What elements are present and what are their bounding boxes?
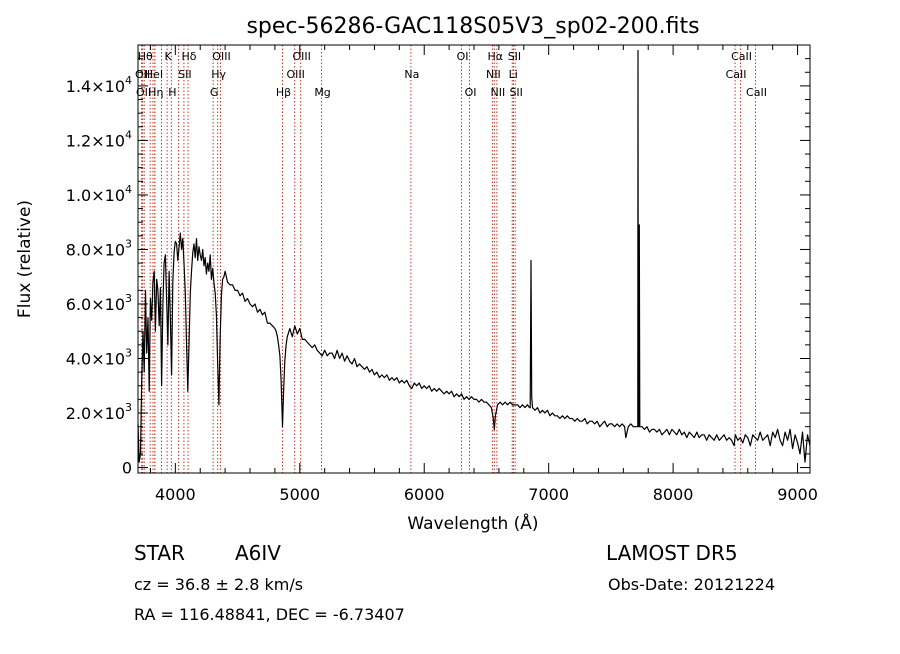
y-tick-label: 2.0×103 xyxy=(66,401,132,423)
x-tick-label: 7000 xyxy=(528,485,569,504)
y-axis-ticks: 0 2.0×103 4.0×103 6.0×103 8.0×103 1.0×104 1.2×… xyxy=(66,58,810,478)
ra-dec-coordinates: RA = 116.48841, DEC = -6.73407 xyxy=(134,605,405,624)
line-marker-label: OIII xyxy=(292,50,310,63)
line-marker-label: Li xyxy=(509,68,518,81)
x-tick-label: 5000 xyxy=(279,485,320,504)
line-marker-label: HeI xyxy=(145,68,163,81)
line-marker-label: H xyxy=(168,86,176,99)
chart-title: spec-56286-GAC118S05V3_sp02-200.fits xyxy=(246,14,699,39)
spectrum-line xyxy=(137,49,811,463)
line-marker-label: OII xyxy=(136,86,151,99)
y-tick-label: 4.0×103 xyxy=(66,347,132,369)
spectrum-series xyxy=(137,49,811,463)
line-marker-label: OI xyxy=(465,86,477,99)
line-marker-label: K xyxy=(165,50,173,63)
x-axis-label: Wavelength (Å) xyxy=(407,512,538,534)
line-marker-label: SII xyxy=(178,68,191,81)
line-marker-label: Hη xyxy=(148,86,163,99)
x-tick-label: 8000 xyxy=(653,485,694,504)
observation-date: Obs-Date: 20121224 xyxy=(608,575,775,594)
line-marker-label: Hγ xyxy=(211,68,226,81)
line-marker-label: OIII xyxy=(212,50,230,63)
x-axis-ticks: 4000 5000 6000 7000 8000 9000 xyxy=(149,45,818,504)
y-tick-label: 8.0×103 xyxy=(66,237,132,259)
object-subclass: A6IV xyxy=(235,541,281,565)
line-marker-label: OIII xyxy=(286,68,304,81)
line-marker-label: OII xyxy=(135,68,150,81)
x-tick-label: 4000 xyxy=(155,485,196,504)
y-tick-label: 1.0×104 xyxy=(66,183,132,205)
line-marker-label: NII xyxy=(491,86,506,99)
x-tick-label: 6000 xyxy=(404,485,445,504)
line-marker-label: CaII xyxy=(726,68,747,81)
plot-frame xyxy=(137,44,811,474)
line-marker-label: Hβ xyxy=(276,86,291,99)
y-tick-label: 1.2×104 xyxy=(66,128,132,150)
line-marker-label: Mg xyxy=(314,86,330,99)
object-class: STAR xyxy=(134,541,185,565)
line-marker-label: CaII xyxy=(731,50,752,63)
y-axis-label: Flux (relative) xyxy=(15,200,35,318)
line-marker-label: Na xyxy=(404,68,419,81)
line-marker-label: SII xyxy=(509,86,522,99)
line-markers xyxy=(141,45,756,473)
redshift-velocity: cz = 36.8 ± 2.8 km/s xyxy=(134,575,303,594)
y-tick-label: 1.4×104 xyxy=(66,74,132,96)
line-marker-label: SII xyxy=(508,50,521,63)
line-marker-label: Hδ xyxy=(182,50,197,63)
y-tick-label: 0 xyxy=(122,459,132,478)
line-marker-labels: HθOIIOIIHeIHηKHSIIHδGHγOIIIHβOIIIOIIIMgN… xyxy=(135,50,767,99)
line-marker-label: CaII xyxy=(746,86,767,99)
line-marker-label: Hα xyxy=(488,50,504,63)
line-marker-label: NII xyxy=(486,68,501,81)
line-marker-label: OI xyxy=(457,50,469,63)
y-tick-label: 6.0×103 xyxy=(66,292,132,314)
x-tick-label: 9000 xyxy=(777,485,818,504)
line-marker-label: Hθ xyxy=(138,50,153,63)
line-marker-label: G xyxy=(210,86,219,99)
survey-name: LAMOST DR5 xyxy=(606,541,738,565)
